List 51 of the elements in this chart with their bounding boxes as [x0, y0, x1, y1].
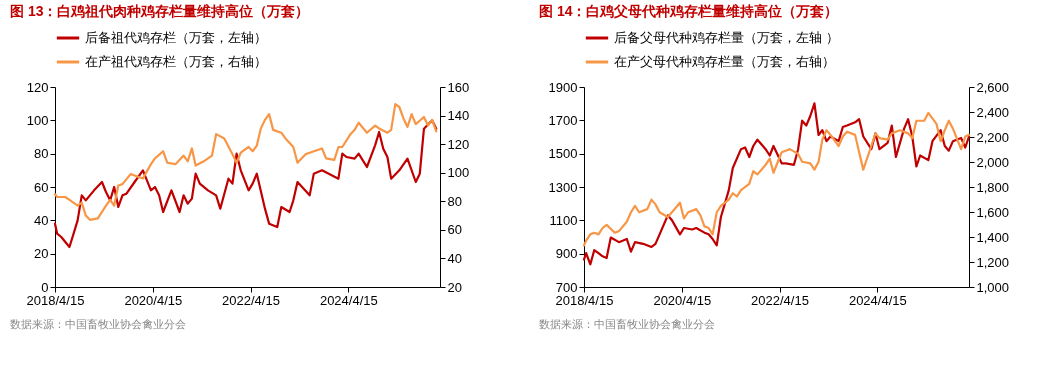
- y-tick-label: 60: [34, 179, 49, 195]
- y2-tick-label: 1,600: [976, 204, 1010, 220]
- y2-tick-label: 40: [447, 250, 462, 266]
- y2-tick-label: 2,000: [976, 154, 1010, 170]
- x-tick-label: 2020/4/15: [653, 292, 712, 308]
- x-tick-label: 2018/4/15: [555, 292, 614, 308]
- x-tick-label: 2024/4/15: [319, 292, 378, 308]
- y2-tick-label: 120: [447, 136, 470, 152]
- chart-title: 图 13：白鸡祖代肉种鸡存栏量维持高位（万套）: [10, 3, 310, 19]
- y2-tick-label: 140: [447, 108, 470, 124]
- y-tick-label: 0: [41, 279, 49, 295]
- source-note: 数据来源：中国畜牧业协会禽业分会: [10, 318, 186, 330]
- y2-tick-label: 1,400: [976, 229, 1010, 245]
- y-tick-label: 40: [34, 212, 49, 228]
- y-tick-label: 100: [26, 112, 49, 128]
- y2-tick-label: 2,400: [976, 104, 1010, 120]
- y-tick-label: 80: [34, 146, 49, 162]
- y-tick-label: 1900: [548, 79, 578, 95]
- source-note: 数据来源：中国畜牧业协会禽业分会: [539, 318, 715, 330]
- line-series: [582, 102, 971, 266]
- y2-tick-label: 80: [447, 193, 462, 209]
- x-tick-label: 2018/4/15: [26, 292, 85, 308]
- y-tick-label: 1300: [548, 179, 578, 195]
- y2-tick-label: 2,600: [976, 79, 1010, 95]
- chart-title: 图 14：白鸡父母代种鸡存栏量维持高位（万套）: [539, 3, 839, 19]
- y-tick-label: 1500: [548, 146, 578, 162]
- x-tick-label: 2022/4/15: [222, 292, 280, 308]
- legend-label: 在产父母代种鸡存栏量（万套，右轴）: [614, 54, 835, 69]
- y2-tick-label: 160: [447, 79, 470, 95]
- y-tick-label: 20: [34, 246, 49, 262]
- y2-tick-label: 1,800: [976, 179, 1010, 195]
- y2-tick-label: 100: [447, 165, 470, 181]
- line-series: [582, 111, 971, 247]
- y2-tick-label: 1,200: [976, 254, 1010, 270]
- y-tick-label: 120: [26, 79, 49, 95]
- y-tick-label: 700: [555, 279, 578, 295]
- legend-label: 后备父母代种鸡存栏量（万套，左轴 ）: [614, 30, 839, 45]
- x-tick-label: 2024/4/15: [848, 292, 907, 308]
- x-tick-label: 2020/4/15: [124, 292, 183, 308]
- y2-tick-label: 60: [447, 222, 462, 238]
- y-tick-label: 900: [555, 246, 578, 262]
- x-tick-label: 2022/4/15: [751, 292, 809, 308]
- legend-label: 在产祖代鸡存栏（万套，右轴）: [85, 54, 267, 69]
- y2-tick-label: 2,200: [976, 129, 1010, 145]
- legend-label: 后备祖代鸡存栏（万套，左轴）: [85, 30, 267, 45]
- line-series: [53, 119, 438, 249]
- line-series: [53, 103, 438, 221]
- y-tick-label: 1100: [549, 212, 578, 228]
- y2-tick-label: 1,000: [976, 279, 1010, 295]
- y-tick-label: 1700: [548, 112, 578, 128]
- y2-tick-label: 20: [447, 279, 462, 295]
